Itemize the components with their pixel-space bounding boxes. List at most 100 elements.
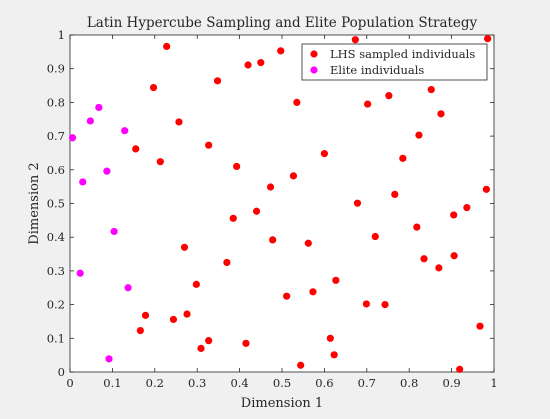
legend-marker — [310, 50, 318, 58]
lhs-point — [391, 190, 399, 199]
lhs-point — [244, 61, 252, 69]
lhs-point — [180, 243, 189, 251]
y-tick-label: 0.9 — [47, 62, 65, 76]
lhs-point — [413, 223, 421, 231]
lhs-point — [304, 239, 312, 247]
lhs-point — [450, 252, 458, 260]
lhs-point — [205, 337, 213, 345]
lhs-point — [149, 83, 158, 92]
lhs-point — [257, 59, 265, 67]
lhs-point — [269, 236, 277, 244]
lhs-point — [141, 311, 150, 319]
lhs-point — [197, 344, 205, 353]
lhs-point — [252, 207, 261, 215]
lhs-point — [132, 145, 140, 153]
lhs-point — [156, 158, 164, 166]
elite-point — [86, 117, 94, 125]
lhs-point — [399, 154, 407, 162]
x-tick-label: 0.3 — [188, 376, 206, 390]
x-tick-label: 0.4 — [230, 376, 248, 390]
lhs-point — [476, 322, 484, 330]
lhs-point — [456, 365, 464, 373]
lhs-point — [326, 334, 334, 342]
lhs-point — [289, 172, 298, 180]
lhs-point — [297, 361, 305, 369]
lhs-point — [229, 214, 237, 222]
y-tick-label: 0.6 — [47, 163, 65, 177]
y-tick-label: 0.8 — [47, 95, 65, 109]
elite-point — [79, 178, 87, 186]
chart-title: Latin Hypercube Sampling and Elite Popul… — [87, 15, 478, 31]
x-tick-label: 0.9 — [442, 376, 460, 390]
lhs-point — [463, 203, 471, 212]
lhs-point — [136, 326, 144, 335]
lhs-point — [482, 185, 490, 193]
lhs-point — [242, 339, 250, 347]
elite-point — [105, 355, 113, 363]
lhs-point — [309, 288, 317, 296]
lhs-point — [351, 36, 359, 44]
axis-ticks: 0 0.1 0.2 0.3 0.4 0.5 0.6 0.7 0.8 0.9 1 0 0.1 0.2 0.3 0… — [47, 28, 498, 390]
lhs-point — [277, 47, 285, 55]
lhs-point — [385, 92, 393, 100]
lhs-point — [213, 77, 222, 85]
legend-label: Elite individuals — [330, 63, 424, 77]
lhs-point — [283, 292, 291, 300]
x-tick-label: 0.2 — [146, 376, 164, 390]
x-tick-label: 0 — [66, 376, 73, 390]
lhs-point — [175, 118, 183, 126]
x-axis-title: Dimension 1 — [241, 396, 323, 411]
lhs-point — [169, 315, 178, 324]
legend-marker — [310, 66, 318, 74]
lhs-point — [381, 301, 389, 309]
lhs-point — [437, 110, 445, 118]
elite-point — [68, 134, 77, 142]
lhs-point — [266, 183, 275, 191]
lhs-point — [223, 258, 231, 267]
y-tick-label: 0.3 — [47, 264, 65, 278]
lhs-point — [435, 264, 443, 272]
y-tick-label: 0.1 — [47, 331, 65, 345]
x-tick-label: 0.7 — [358, 376, 376, 390]
lhs-point — [320, 150, 328, 158]
y-axis-title: Dimension 2 — [27, 162, 42, 244]
lhs-point — [420, 255, 428, 263]
x-tick-label: 0.8 — [400, 376, 418, 390]
elite-point — [124, 284, 132, 292]
data-points — [68, 35, 492, 373]
y-tick-label: 1 — [58, 28, 65, 42]
y-tick-label: 0.4 — [47, 230, 65, 244]
plot-area — [69, 34, 495, 373]
lhs-point — [484, 35, 492, 43]
elite-point — [95, 103, 103, 112]
lhs-point — [183, 310, 191, 318]
y-tick-label: 0.7 — [47, 129, 65, 143]
legend-box — [301, 43, 488, 81]
lhs-point — [427, 85, 435, 94]
y-tick-label: 0.2 — [47, 298, 65, 312]
lhs-point — [450, 211, 458, 219]
lhs-point — [353, 199, 362, 207]
lhs-point — [233, 162, 241, 171]
elite-point — [76, 269, 84, 277]
y-tick-label: 0.5 — [47, 197, 65, 211]
lhs-point — [205, 141, 213, 149]
lhs-point — [330, 351, 338, 359]
lhs-point — [163, 42, 171, 51]
x-tick-label: 1 — [490, 376, 497, 390]
y-tick-label: 0 — [58, 365, 65, 379]
lhs-point — [293, 98, 301, 106]
lhs-point — [364, 100, 372, 108]
elite-point — [121, 127, 129, 135]
x-tick-label: 0.5 — [273, 376, 291, 390]
lhs-point — [192, 280, 200, 288]
elite-point — [110, 227, 118, 236]
legend-label: LHS sampled individuals — [330, 47, 475, 61]
lhs-point — [415, 131, 423, 139]
lhs-point — [332, 276, 340, 284]
legend: LHS sampled individuals Elite individuals — [301, 43, 488, 81]
x-tick-label: 0.6 — [315, 376, 333, 390]
lhs-point — [371, 232, 379, 241]
x-tick-label: 0.1 — [103, 376, 121, 390]
